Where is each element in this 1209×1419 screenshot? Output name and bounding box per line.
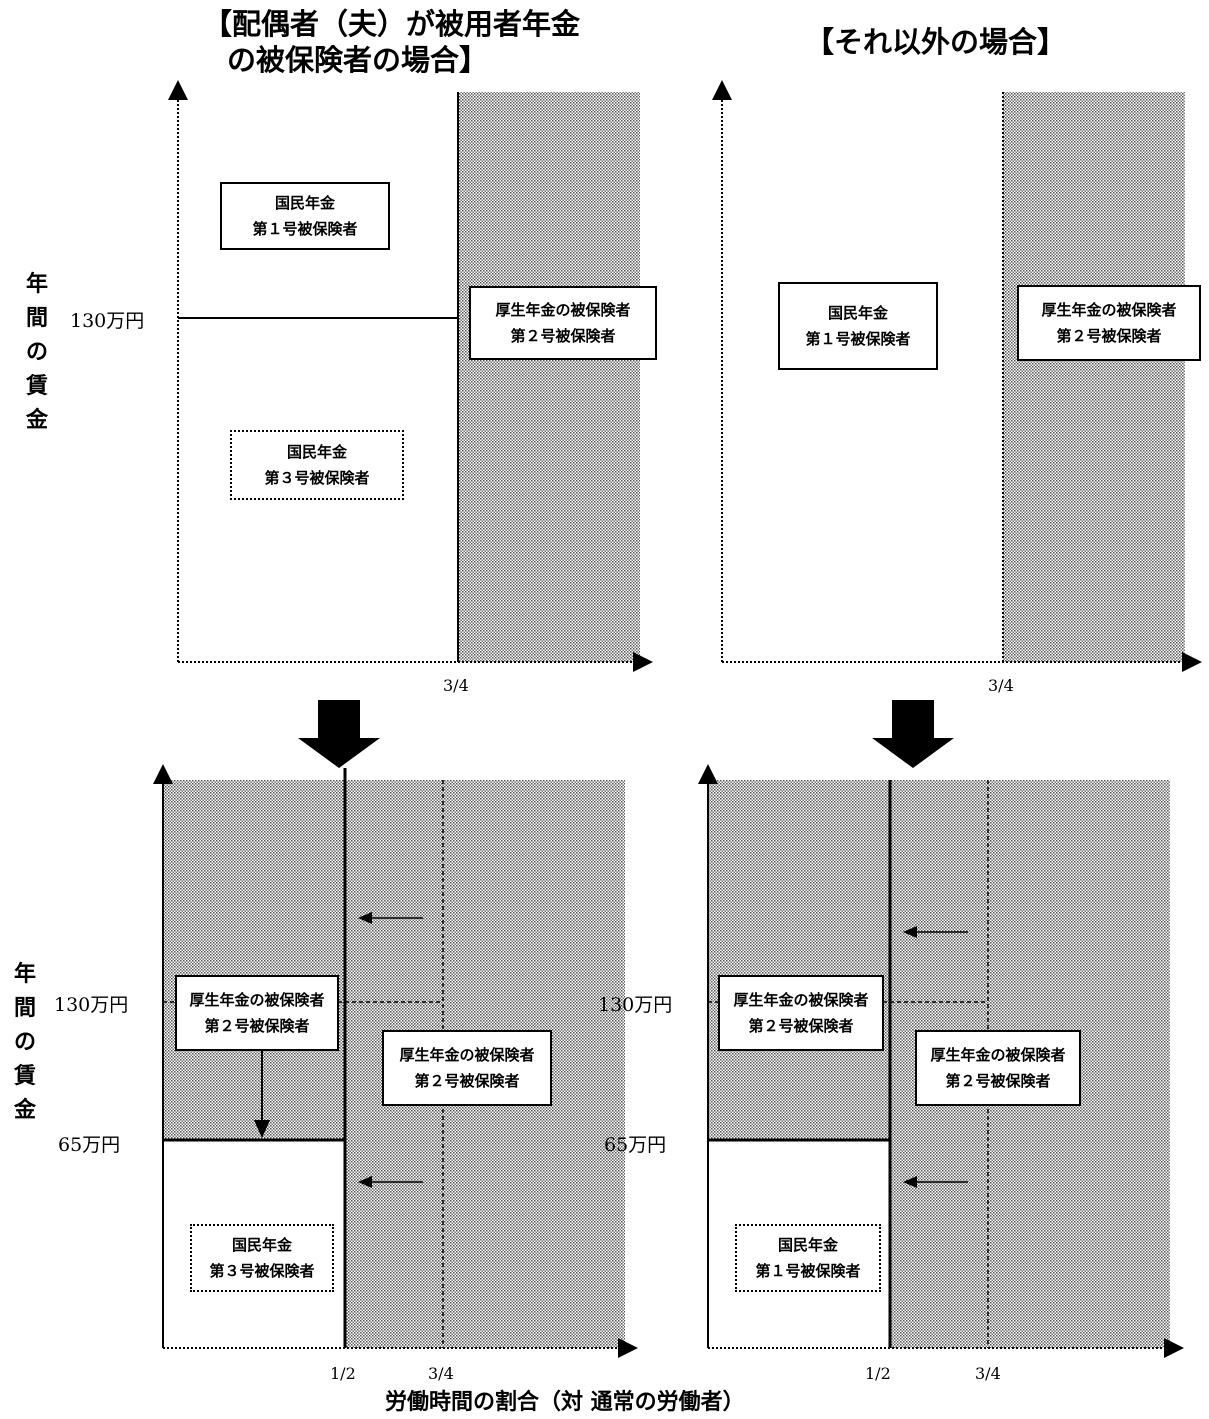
title-left-line1: 【配偶者（夫）が被用者年金 bbox=[203, 7, 581, 41]
box-national-pension-category1: 国民年金 第１号被保険者 bbox=[220, 182, 390, 250]
title-right: 【それ以外の場合】 bbox=[805, 25, 1067, 59]
x-axis-title: 労働時間の割合（対 通常の労働者） bbox=[385, 1390, 745, 1415]
tick-half-bottom-left: 1/2 bbox=[330, 1364, 356, 1383]
box-employee-pension-category2-right: 厚生年金の被保険者 第２号被保険者 bbox=[382, 1030, 552, 1106]
transition-arrow-right bbox=[872, 700, 954, 768]
x-axis-arrowhead bbox=[1164, 1338, 1184, 1358]
shaded-region-lower bbox=[345, 1140, 625, 1348]
panel-top-left bbox=[168, 80, 653, 672]
box-employee-pension-category2-right: 厚生年金の被保険者 第２号被保険者 bbox=[915, 1030, 1081, 1106]
tick-130man-bottom-right: 130万円 bbox=[598, 994, 673, 1016]
tick-three-quarters-bottom-right: 3/4 bbox=[975, 1364, 1001, 1383]
y-axis-arrowhead bbox=[712, 80, 732, 100]
y-axis-arrowhead bbox=[698, 764, 718, 784]
panel-bottom-right bbox=[698, 764, 1184, 1358]
y-axis-arrowhead bbox=[153, 764, 173, 784]
title-left-line2: の被保険者の場合】 bbox=[227, 43, 489, 77]
panel-top-right bbox=[712, 80, 1202, 672]
tick-65man-bottom-right: 65万円 bbox=[604, 1134, 667, 1156]
y-axis-label-top: 年間の賃金 bbox=[25, 272, 48, 433]
box-employee-pension-category2-left: 厚生年金の被保険者 第２号被保険者 bbox=[175, 975, 339, 1051]
box-employee-pension-category2: 厚生年金の被保険者 第２号被保険者 bbox=[469, 286, 657, 360]
tick-three-quarters-top-left: 3/4 bbox=[443, 676, 469, 695]
x-axis-arrowhead bbox=[618, 1338, 638, 1358]
y-axis-label-bottom: 年間の賃金 bbox=[13, 962, 36, 1123]
box-national-pension-category1: 国民年金 第１号被保険者 bbox=[735, 1224, 881, 1292]
tick-three-quarters-bottom-left: 3/4 bbox=[428, 1364, 454, 1383]
shaded-region-employee-pension bbox=[1003, 92, 1185, 662]
y-axis-arrowhead bbox=[168, 80, 188, 100]
box-employee-pension-category2: 厚生年金の被保険者 第２号被保険者 bbox=[1017, 285, 1201, 361]
box-national-pension-category3: 国民年金 第３号被保険者 bbox=[230, 430, 404, 500]
transition-arrow-left bbox=[298, 700, 380, 768]
box-national-pension-category1: 国民年金 第１号被保険者 bbox=[778, 282, 938, 370]
tick-130man-top-left: 130万円 bbox=[70, 310, 145, 332]
shaded-region-employee-pension bbox=[458, 92, 640, 662]
tick-65man-bottom-left: 65万円 bbox=[58, 1134, 121, 1156]
box-national-pension-category3: 国民年金 第３号被保険者 bbox=[190, 1224, 334, 1292]
x-axis-arrowhead bbox=[633, 652, 653, 672]
box-employee-pension-category2-left: 厚生年金の被保険者 第２号被保険者 bbox=[718, 975, 884, 1051]
tick-130man-bottom-left: 130万円 bbox=[54, 994, 129, 1016]
tick-half-bottom-right: 1/2 bbox=[865, 1364, 891, 1383]
shaded-region-lower bbox=[890, 1140, 1170, 1348]
tick-three-quarters-top-right: 3/4 bbox=[988, 676, 1014, 695]
x-axis-arrowhead bbox=[1182, 652, 1202, 672]
